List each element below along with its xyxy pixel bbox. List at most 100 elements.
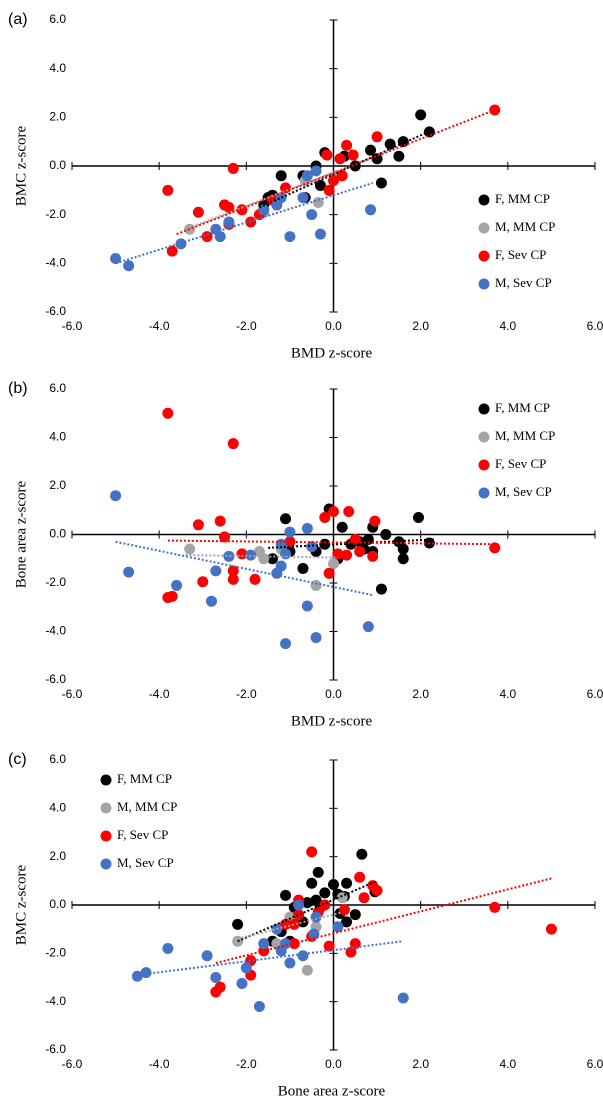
point bbox=[219, 531, 231, 543]
point bbox=[354, 545, 366, 557]
point bbox=[349, 909, 361, 921]
x-tick-label: 4.0 bbox=[499, 1057, 516, 1071]
legend-label: F, MM CP bbox=[117, 771, 172, 786]
point bbox=[375, 583, 387, 595]
panel: (a) -6.0 -4.0 -2.0 0.0 2.0 4.0 6.0 -6.0 -4.0 -2.0 0… bbox=[8, 11, 603, 361]
point bbox=[545, 923, 557, 935]
point bbox=[371, 885, 383, 896]
x-tick-label: -4.0 bbox=[149, 1057, 170, 1071]
trendline bbox=[176, 109, 496, 236]
point bbox=[341, 549, 353, 561]
y-tick-label: 2.0 bbox=[49, 849, 66, 863]
point bbox=[162, 184, 174, 196]
x-tick-label: 0.0 bbox=[325, 1057, 342, 1071]
point bbox=[334, 153, 346, 165]
point bbox=[393, 150, 405, 162]
point bbox=[362, 621, 374, 633]
point bbox=[301, 522, 313, 534]
point bbox=[345, 946, 357, 958]
point bbox=[301, 964, 313, 976]
point bbox=[306, 541, 318, 553]
legend-marker bbox=[100, 802, 112, 814]
point bbox=[323, 184, 335, 196]
point bbox=[297, 192, 309, 204]
point bbox=[328, 558, 339, 570]
legend-marker bbox=[478, 459, 490, 471]
point bbox=[338, 904, 350, 916]
x-axis-label: BMD z-score bbox=[291, 345, 373, 361]
point bbox=[214, 515, 226, 527]
x-tick-label: 4.0 bbox=[499, 687, 516, 701]
x-tick-label: -6.0 bbox=[62, 319, 83, 333]
trendline bbox=[184, 169, 339, 231]
point bbox=[192, 519, 204, 531]
y-tick-label: -4.0 bbox=[45, 994, 66, 1008]
point bbox=[227, 162, 239, 174]
y-tick-label: -6.0 bbox=[45, 304, 66, 318]
point bbox=[367, 550, 379, 562]
point bbox=[210, 565, 222, 577]
point bbox=[110, 490, 122, 502]
x-tick-label: -6.0 bbox=[62, 687, 83, 701]
point bbox=[140, 967, 152, 979]
point bbox=[314, 228, 326, 240]
legend-label: M, Sev CP bbox=[117, 855, 174, 870]
legend-marker bbox=[478, 431, 490, 443]
point bbox=[310, 632, 322, 644]
point bbox=[489, 542, 501, 554]
x-tick-label: 0.0 bbox=[325, 319, 342, 333]
point bbox=[312, 197, 324, 208]
point bbox=[397, 553, 409, 565]
point bbox=[210, 986, 222, 998]
legend-label: F, MM CP bbox=[495, 191, 550, 206]
point bbox=[306, 846, 318, 858]
point bbox=[349, 533, 361, 545]
point bbox=[223, 216, 235, 228]
point bbox=[341, 877, 353, 889]
point bbox=[123, 566, 135, 578]
legend-marker bbox=[100, 830, 112, 842]
y-tick-label: 6.0 bbox=[49, 752, 66, 766]
point bbox=[201, 950, 213, 962]
point bbox=[258, 938, 270, 950]
point bbox=[284, 231, 296, 243]
point bbox=[301, 897, 313, 909]
point bbox=[293, 909, 305, 921]
point bbox=[236, 978, 248, 990]
y-tick-label: 4.0 bbox=[49, 801, 66, 815]
legend-label: M, MM CP bbox=[117, 799, 177, 814]
point bbox=[249, 573, 261, 585]
point bbox=[275, 170, 287, 182]
x-tick-label: 2.0 bbox=[412, 1057, 429, 1071]
x-tick-label: 6.0 bbox=[587, 319, 603, 333]
point bbox=[412, 512, 424, 524]
x-tick-label: 0.0 bbox=[325, 687, 342, 701]
legend-marker bbox=[478, 222, 490, 234]
x-tick-label: 2.0 bbox=[412, 319, 429, 333]
point bbox=[166, 245, 178, 257]
x-tick-label: -4.0 bbox=[149, 687, 170, 701]
point bbox=[319, 899, 331, 911]
legend-label: F, Sev CP bbox=[495, 456, 546, 471]
trendline bbox=[167, 539, 495, 546]
point bbox=[280, 638, 292, 650]
legend: F, MM CP M, MM CP F, Sev CP M, Sev CP bbox=[478, 400, 555, 499]
point bbox=[240, 962, 252, 974]
y-axis-label: BMC z-score bbox=[13, 125, 29, 206]
point bbox=[245, 549, 257, 561]
y-tick-label: 4.0 bbox=[49, 430, 66, 444]
y-tick-label: -2.0 bbox=[45, 575, 66, 589]
legend: F, MM CP M, MM CP F, Sev CP M, Sev CP bbox=[478, 191, 555, 290]
point bbox=[336, 170, 348, 182]
point bbox=[223, 550, 235, 562]
point bbox=[328, 878, 339, 890]
x-tick-label: -4.0 bbox=[149, 319, 170, 333]
point bbox=[341, 916, 353, 928]
point bbox=[227, 573, 239, 585]
point bbox=[489, 901, 501, 913]
panel: (c) -6.0 -4.0 -2.0 0.0 2.0 4.0 6.0 -6.0 -4.0 -2.0 0… bbox=[8, 751, 603, 1099]
legend-label: M, Sev CP bbox=[495, 484, 552, 499]
point bbox=[280, 889, 292, 901]
point bbox=[314, 179, 326, 191]
